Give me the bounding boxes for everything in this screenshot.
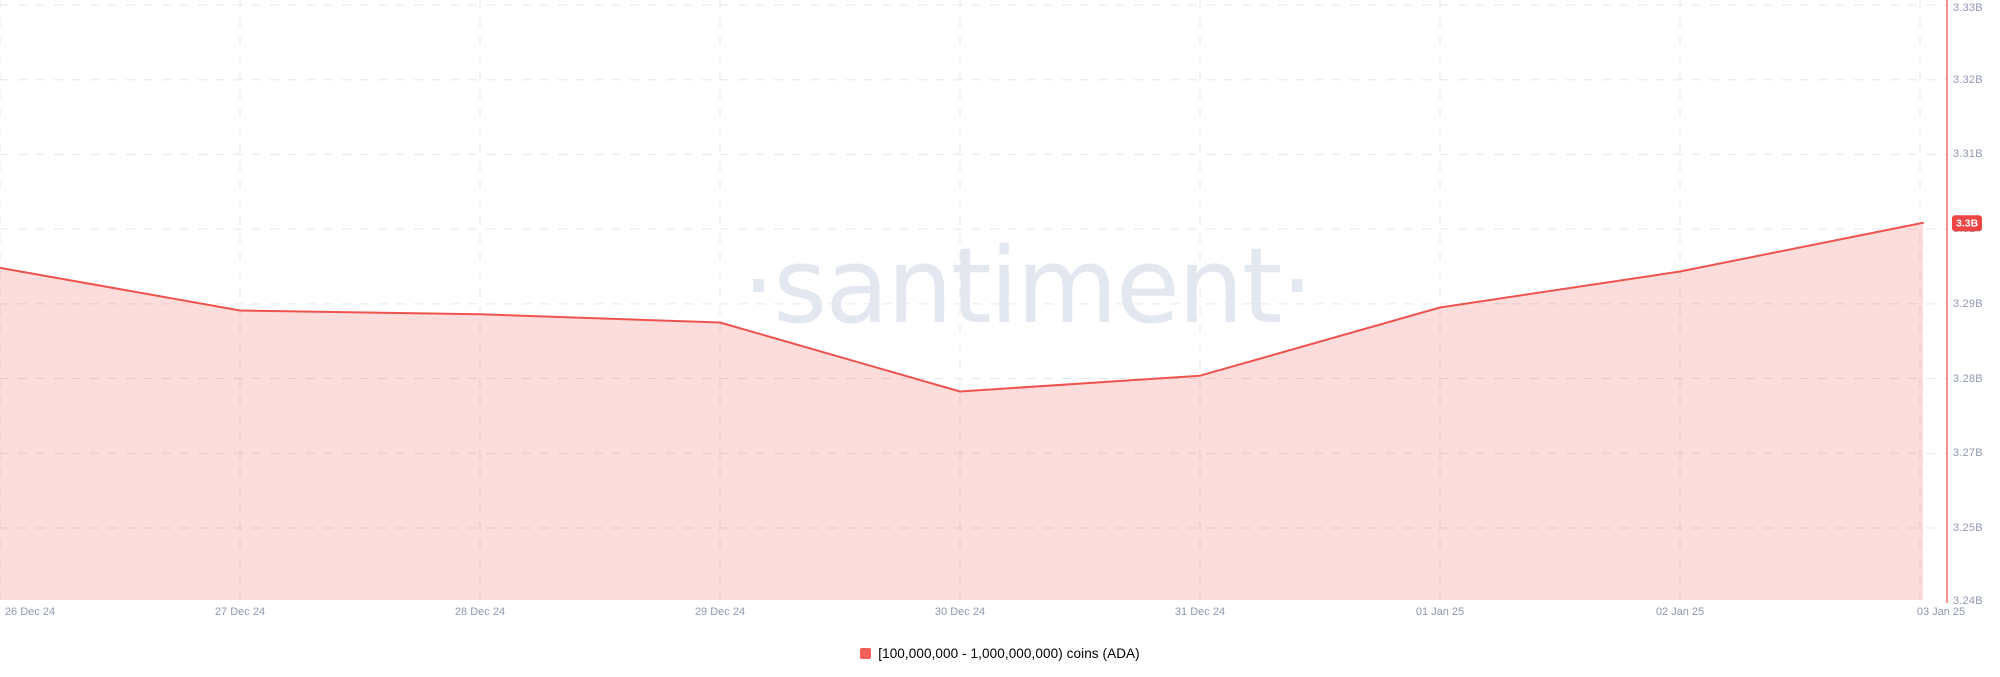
- y-tick-label: 3.27B: [1953, 447, 1983, 460]
- y-tick-label: 3.29B: [1953, 297, 1983, 310]
- y-tick-label: 3.32B: [1953, 73, 1983, 86]
- x-tick-label: 28 Dec 24: [454, 606, 506, 618]
- current-value-badge: 3.3B: [1952, 215, 1983, 231]
- gridlines: [0, 0, 1947, 600]
- legend-swatch-icon: [860, 647, 872, 659]
- y-tick-label: 3.28B: [1953, 372, 1983, 385]
- area-fill: [0, 222, 1923, 601]
- x-tick-label: 01 Jan 25: [1415, 606, 1465, 618]
- x-tick-label: 29 Dec 24: [694, 606, 746, 618]
- legend-label[interactable]: [100,000,000 - 1,000,000,000) coins (ADA…: [878, 645, 1140, 661]
- y-tick-label: 3.31B: [1953, 148, 1983, 161]
- x-tick-label: 02 Jan 25: [1655, 606, 1705, 618]
- chart-plot-area[interactable]: ·santiment·: [0, 0, 2000, 620]
- series-line: [0, 221, 1924, 393]
- x-tick-label: 27 Dec 24: [214, 606, 266, 618]
- x-tick-label: 26 Dec 24: [4, 606, 56, 618]
- y-tick-label: 3.25B: [1953, 521, 1983, 534]
- y-tick-label: 3.24B: [1953, 595, 1983, 607]
- santiment-watermark: ·santiment·: [742, 225, 1312, 347]
- x-tick-label: 31 Dec 24: [1174, 606, 1226, 618]
- x-tick-label: 30 Dec 24: [934, 606, 986, 618]
- y-tick-label: 3.33B: [1953, 2, 1983, 14]
- x-tick-label: 03 Jan 25: [1916, 606, 1966, 618]
- legend: [100,000,000 - 1,000,000,000) coins (ADA…: [0, 644, 2000, 662]
